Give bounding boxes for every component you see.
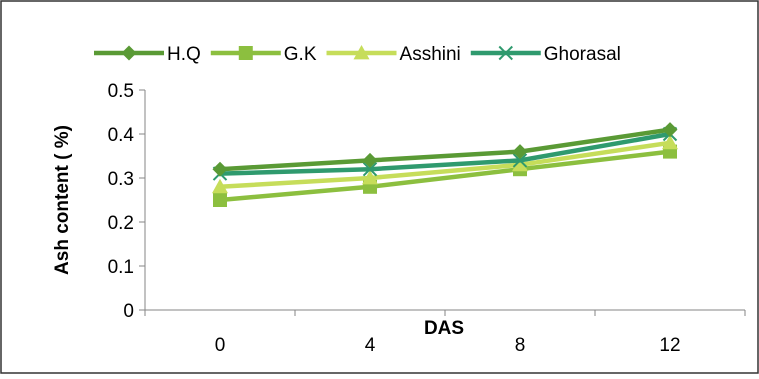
data-point-h-q	[662, 122, 678, 138]
data-point-asshini	[212, 178, 228, 194]
x-axis-label: DAS	[424, 318, 464, 339]
legend-item-asshini: Asshini	[326, 44, 461, 65]
legend-marker-ghorasal	[498, 45, 513, 61]
legend: H.Q G.K Asshini Ghorasal	[94, 44, 621, 65]
axes: 0 0.1 0.2 0.3 0.4 0.5 0 4 8 12	[108, 81, 746, 356]
y-tick-label: 0.2	[108, 213, 134, 234]
legend-label-asshini: Asshini	[400, 44, 461, 65]
data-point-asshini	[362, 170, 378, 185]
x-tick-label: 12	[659, 335, 680, 356]
y-tick-label: 0	[123, 301, 134, 322]
data-point-h-q	[212, 161, 228, 177]
legend-label-g-k: G.K	[284, 44, 317, 65]
x-tick-label: 0	[215, 335, 226, 356]
y-tick-label: 0.4	[108, 125, 135, 146]
data-point-g-k	[213, 193, 227, 207]
legend-label-h-q: H.Q	[167, 44, 201, 65]
series-layer	[212, 122, 678, 207]
series-asshini	[212, 134, 678, 194]
data-point-h-q	[512, 144, 528, 160]
data-point-asshini	[512, 156, 528, 172]
legend-marker-h-q	[121, 45, 137, 61]
y-axis-label: Ash content ( %)	[52, 125, 73, 275]
legend-marker-ghorasal-stroke-b	[498, 45, 513, 61]
series-line-ghorasal	[219, 131, 671, 176]
data-point-h-q	[362, 152, 378, 168]
legend-item-g-k: G.K	[210, 44, 317, 65]
x-tick-label: 4	[365, 335, 376, 356]
series-line-g-k	[219, 149, 671, 203]
legend-marker-g-k	[238, 46, 253, 60]
y-tick-label: 0.1	[108, 257, 134, 278]
y-tick-label: 0.3	[108, 169, 134, 190]
series-line-h-q	[219, 127, 671, 172]
legend-marker-asshini	[353, 45, 370, 60]
data-point-ghorasal-stroke-b	[512, 153, 528, 168]
legend-label-ghorasal: Ghorasal	[544, 44, 621, 65]
data-point-asshini	[662, 134, 678, 150]
legend-item-ghorasal: Ghorasal	[470, 44, 621, 65]
series-line-asshini	[219, 140, 671, 190]
data-point-ghorasal	[512, 153, 528, 168]
data-point-ghorasal	[362, 161, 378, 177]
x-tick-label: 8	[515, 335, 526, 356]
data-point-ghorasal-stroke-b	[362, 161, 378, 177]
y-tick-label: 0.5	[108, 81, 134, 102]
series-h-q	[212, 122, 678, 177]
legend-item-h-q: H.Q	[94, 44, 201, 65]
